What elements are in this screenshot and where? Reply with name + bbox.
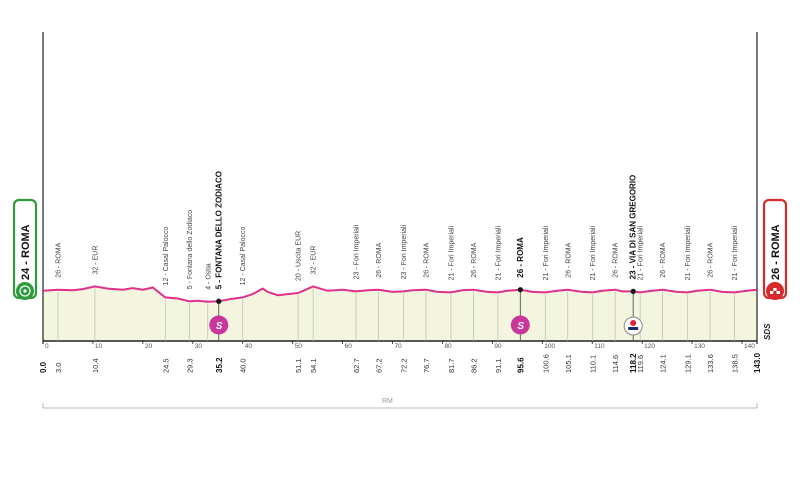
point-label: 26 - ROMA: [471, 242, 478, 277]
point-label: 32 - EUR: [92, 246, 99, 275]
km-label: 72.2: [399, 358, 408, 373]
red-bull-bar-icon: [628, 327, 639, 330]
km-label: 133.6: [706, 354, 715, 373]
km-label: 86.2: [469, 358, 478, 373]
km-label: 10.4: [91, 358, 100, 373]
axis-tick-label: 140: [744, 343, 755, 350]
point-label: 26 - ROMA: [376, 242, 383, 277]
km-label: 118.2: [629, 353, 638, 373]
axis-tick-label: 70: [395, 343, 403, 350]
sprint-icon: [510, 315, 530, 335]
axis-tick-label: 40: [245, 343, 253, 350]
axis-tick-label: 90: [494, 343, 502, 350]
km-label: 35.2: [215, 357, 224, 373]
start-badge: 24 - ROMA: [12, 198, 38, 300]
km-label: 67.2: [375, 358, 384, 373]
finish-badge: 26 - ROMA: [762, 198, 788, 300]
axis-tick-label: 0: [45, 343, 49, 350]
km-label: 110.1: [589, 355, 598, 373]
finish-label: 26 - ROMA: [770, 224, 782, 280]
profile-line: [42, 285, 758, 303]
km-label: 100.6: [541, 354, 550, 373]
profile-fill-area: [43, 286, 757, 341]
km-label: 119.6: [636, 355, 645, 373]
axis-tick-label: 50: [295, 343, 303, 350]
km-label: 81.7: [447, 358, 456, 373]
point-label: 21 - Fori Imperiali: [685, 226, 692, 281]
point-label: 26 - ROMA: [565, 242, 572, 277]
point-dot: [216, 298, 222, 304]
point-label: 26 - ROMA: [660, 242, 667, 277]
axis-tick-label: 10: [95, 343, 103, 350]
point-label: 23 - Fori Imperiali: [401, 224, 408, 279]
sprint-icon: [209, 315, 229, 335]
sprint-icon-glyph: S: [216, 321, 223, 332]
axis-tick-label: 100: [544, 343, 555, 350]
km-label: 62.7: [352, 358, 361, 373]
province-bracket: RM: [42, 398, 758, 409]
axis-tick-label: 30: [195, 343, 203, 350]
point-dot: [517, 287, 523, 293]
point-label: 32 - EUR: [311, 246, 318, 275]
km-label: 138.5: [731, 354, 740, 373]
brand-logo: SDS: [763, 323, 772, 340]
km-label: 29.3: [185, 358, 194, 373]
point-label: 5 - FONTANA DELLO ZODIACO: [214, 171, 223, 289]
axis-tick-label: 60: [345, 343, 353, 350]
point-label: 21 - Fori Imperiali: [590, 226, 597, 281]
point-label: 5 - Fontana dello Zodiaco: [187, 210, 194, 289]
sprint-icon-glyph: S: [517, 321, 524, 332]
point-label: 26 - ROMA: [55, 242, 62, 277]
point-label: 12 - Casal Palocco: [163, 227, 170, 286]
point-label: 26 - ROMA: [708, 242, 715, 277]
axis-tick-label: 120: [644, 343, 655, 350]
km-label: 95.6: [516, 357, 525, 373]
km-label: 91.1: [494, 358, 503, 373]
km-label: 105.1: [564, 354, 573, 373]
km-labels: 0.0 3.0 10.4 24.5 29.3 35.2 40.0 51.1 54.1 62.7 67…: [39, 352, 762, 373]
km-label: 129.1: [684, 354, 693, 373]
axis-tick-label: 80: [444, 343, 452, 350]
point-labels: 26 - ROMA 32 - EUR 12 - Casal Palocco 5 - F…: [55, 171, 739, 290]
km-label: 114.6: [611, 355, 620, 373]
point-label: 4 - Ostia: [205, 263, 212, 290]
km-label: 124.1: [659, 354, 668, 373]
axis-ticks: 0 10 20 30 40 50 60 70 80 90 100 110 120 130 140: [42, 341, 755, 350]
point-label: 20 - Uscita EUR: [296, 231, 303, 281]
point-label: 21 - Fori Imperiali: [732, 226, 739, 281]
km-label: 3.0: [54, 363, 63, 373]
point-label: 23 - VIA DI SAN GREGORIO: [629, 175, 638, 280]
start-label: 24 - ROMA: [20, 224, 32, 280]
point-label: 26 - ROMA: [613, 242, 620, 277]
km-label: 76.7: [422, 358, 431, 373]
km-label: 54.1: [309, 358, 318, 373]
point-label: 26 - ROMA: [516, 237, 525, 278]
point-label: 21 - Fori Imperiali: [495, 226, 502, 281]
point-label: 21 - Fori Imperiali: [448, 226, 455, 281]
point-label: 26 - ROMA: [423, 242, 430, 277]
point-label: 12 - Casal Palocco: [240, 227, 247, 286]
km-label: 143.0: [753, 352, 762, 373]
point-label: 21 - Fori Imperiali: [638, 226, 645, 281]
km-label: 40.0: [239, 358, 248, 373]
axis-tick-label: 20: [145, 343, 153, 350]
axis-tick-label: 130: [694, 343, 705, 350]
km-label: 24.5: [161, 358, 170, 373]
km-label: 51.1: [294, 358, 303, 373]
axis-tick-label: 110: [594, 343, 605, 350]
point-dot: [630, 288, 636, 294]
point-label: 21 - Fori Imperiali: [543, 226, 550, 281]
red-bull-sun-icon: [630, 320, 637, 326]
point-label: 23 - Fori Imperiali: [354, 224, 361, 279]
province-label: RM: [382, 398, 393, 405]
km-label: 0.0: [39, 361, 48, 373]
